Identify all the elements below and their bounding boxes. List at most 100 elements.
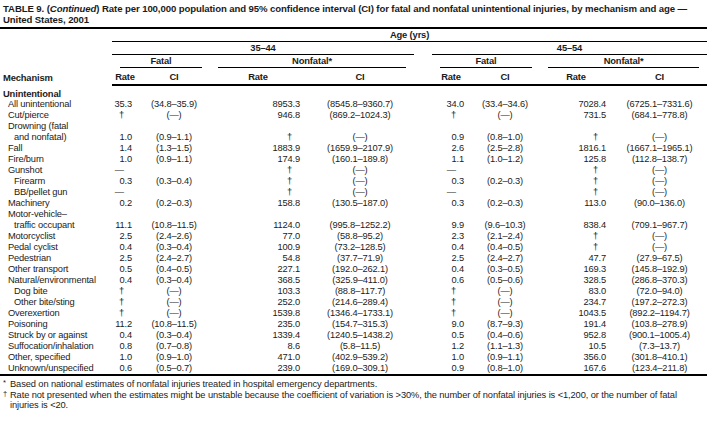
rate-cell: 9.9 [432, 220, 470, 231]
rate-cell: 1883.9 [210, 143, 306, 154]
rate-cell: † [540, 176, 612, 187]
ci-cell: (0.2–0.3) [138, 198, 210, 209]
rate-cell: † [540, 242, 612, 253]
ci-cell: (8.7–9.3) [470, 319, 540, 330]
spacer-cell [414, 143, 432, 154]
rate-cell: 169.3 [540, 264, 612, 275]
footnote-marker: † [3, 389, 7, 400]
ci-cell: (0.8–1.0) [470, 132, 540, 143]
rate-cell: † [210, 165, 306, 176]
dagger-symbol: † [593, 132, 598, 142]
ci-cell: (2.4–2.6) [138, 231, 210, 242]
rate-cell: † [210, 176, 306, 187]
table-row: BB/pellet gun—†(—)—†(—) [0, 187, 707, 198]
mechanism-cell: Suffocation/inhalation [0, 341, 112, 352]
ci-cell: (112.8–138.7) [612, 154, 707, 165]
table-row: Fire/burn1.0(0.9–1.1)174.9(160.1–189.8)1… [0, 154, 707, 165]
col-header-rate: Rate [112, 68, 138, 85]
table-row: Suffocation/inhalation0.8(0.7–0.8)8.6(5.… [0, 341, 707, 352]
ci-cell: (684.1–778.8) [612, 110, 707, 121]
rate-cell: 103.3 [210, 286, 306, 297]
table-row: Motorcyclist2.5(2.4–2.6)77.0(58.8–95.2)2… [0, 231, 707, 242]
ci-cell: (0.7–0.8) [138, 341, 210, 352]
rate-cell: 47.7 [540, 253, 612, 264]
rate-cell: † [432, 110, 470, 121]
dagger-symbol: † [119, 110, 124, 120]
mechanism-cell: Pedestrian [0, 253, 112, 264]
spacer-cell [414, 242, 432, 253]
mechanism-cell: Other, specified [0, 352, 112, 363]
rate-cell: 838.4 [540, 220, 612, 231]
ci-cell: (169.0–309.1) [306, 363, 414, 375]
header-spacer [414, 42, 432, 55]
ci-cell: (—) [138, 286, 210, 297]
ci-cell: (0.2–0.3) [470, 198, 540, 209]
table-row: Struck by or against0.4(0.3–0.4)1339.4(1… [0, 330, 707, 341]
rate-cell: 1.0 [432, 352, 470, 363]
rate-cell: 1539.8 [210, 308, 306, 319]
dagger-symbol: † [287, 165, 292, 175]
spacer-cell [414, 253, 432, 264]
table-row: Pedestrian2.5(2.4–2.7)54.8(37.7–71.9)2.5… [0, 253, 707, 264]
ci-cell: (—) [306, 187, 414, 198]
rate-cell: 2.3 [432, 231, 470, 242]
spacer-cell [414, 154, 432, 165]
dagger-symbol: † [287, 132, 292, 142]
table-row: Other bite/sting†(—)252.0(214.6–289.4)†(… [0, 297, 707, 308]
rate-cell: 2.6 [432, 143, 470, 154]
table-title: TABLE 9. (Continued) Rate per 100,000 po… [0, 0, 707, 26]
ci-cell: (—) [138, 110, 210, 121]
dagger-symbol: † [451, 297, 456, 307]
table-body: UnintentionalAll unintentional35.3(34.8–… [0, 85, 707, 375]
mechanism-cell: Natural/environmental [0, 275, 112, 286]
rate-cell: 235.0 [210, 319, 306, 330]
table-row: Poisoning11.2(10.8–11.5)235.0(154.7–315.… [0, 319, 707, 330]
rate-cell: 0.3 [432, 176, 470, 187]
ci-cell: (0.4–0.6) [470, 330, 540, 341]
rate-cell: 8953.3 [210, 99, 306, 110]
rate-cell: 0.6 [432, 275, 470, 286]
ci-cell: (0.5–0.7) [138, 363, 210, 375]
ci-cell: (900.1–1005.4) [612, 330, 707, 341]
dagger-symbol: † [593, 165, 598, 175]
rate-cell: — [112, 165, 138, 176]
mechanism-cell: Gunshot [0, 165, 112, 176]
rate-cell: 0.8 [112, 341, 138, 352]
ci-cell: (301.8–410.1) [612, 352, 707, 363]
rate-cell: 1124.0 [210, 220, 306, 231]
ci-cell: (90.0–136.0) [612, 198, 707, 209]
mechanism-cell: Firearm [0, 176, 112, 187]
ci-cell: (—) [612, 242, 707, 253]
ci-cell: (7.3–13.7) [612, 341, 707, 352]
spacer-cell [414, 198, 432, 209]
rate-cell: 0.2 [112, 198, 138, 209]
mechanism-cell: Motorcyclist [0, 231, 112, 242]
ci-cell: (214.6–289.4) [306, 297, 414, 308]
rate-cell: 100.9 [210, 242, 306, 253]
ci-cell: (2.1–2.4) [470, 231, 540, 242]
ci-cell: (6725.1–7331.6) [612, 99, 707, 110]
rate-cell: 471.0 [210, 352, 306, 363]
ci-cell: (1.0–1.2) [470, 154, 540, 165]
rate-cell: 0.6 [112, 363, 138, 375]
rate-cell: 0.9 [432, 363, 470, 375]
ci-cell: (10.8–11.5) [138, 220, 210, 231]
ci-cell: (—) [612, 176, 707, 187]
ci-cell: (1.3–1.5) [138, 143, 210, 154]
col-header-nonfatal-35-44: Nonfatal* [210, 55, 414, 68]
mechanism-cell: Fall [0, 143, 112, 154]
rate-cell: 77.0 [210, 231, 306, 242]
title-continued: Continued [50, 3, 97, 14]
ci-cell: (160.1–189.8) [306, 154, 414, 165]
ci-cell: (995.8–1252.2) [306, 220, 414, 231]
ci-cell: (—) [138, 308, 210, 319]
rate-cell: † [432, 308, 470, 319]
rate-cell: † [540, 231, 612, 242]
col-header-ci: CI [138, 68, 210, 85]
rate-cell: 35.3 [112, 99, 138, 110]
table-row: Firearm0.3(0.3–0.4)†(—)0.3(0.2–0.3)†(—) [0, 176, 707, 187]
mechanism-cell: BB/pellet gun [0, 187, 112, 198]
rate-cell: 0.4 [112, 330, 138, 341]
rate-cell: 1.0 [112, 154, 138, 165]
data-table: Mechanism Age (yrs) 35–44 45–54 Fatal No… [0, 27, 707, 376]
